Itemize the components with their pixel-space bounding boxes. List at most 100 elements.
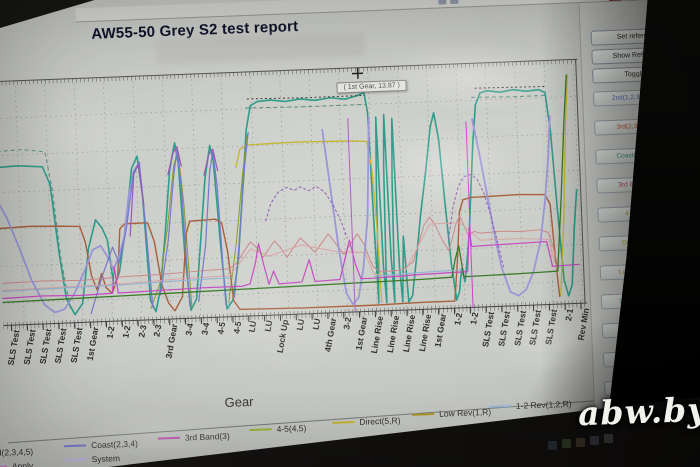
- series-yellow-direct: [234, 140, 383, 303]
- series-button-row: Direct(5,R): [598, 232, 700, 252]
- series-dark-plateau-dotted: [474, 85, 547, 89]
- legend-swatch: [157, 436, 180, 440]
- x-axis-tick-label: 3-4: [183, 322, 196, 337]
- series-button-row: 2nd(1,2,3,4,5): [592, 87, 700, 107]
- gridline-v: [308, 69, 319, 314]
- x-axis-tick-label: 1st Gear: [432, 312, 449, 348]
- series-toggle-button[interactable]: 4-5(4,5): [597, 204, 676, 223]
- series-button-row: [602, 348, 700, 368]
- series-toggle-button[interactable]: Low Rev(1,R): [599, 262, 679, 281]
- series-button-row: Low Rev(1,R): [599, 261, 700, 281]
- series-button-row: Coast(2,3,4): [595, 145, 700, 165]
- series-button-row: 4-5(4,5): [597, 203, 700, 223]
- show-reference-button[interactable]: Show Reference: [591, 46, 686, 65]
- series-magenta: [2, 227, 580, 300]
- x-axis-tick-label: Line Rise: [400, 313, 417, 353]
- x-axis-tick-label: 2-3: [136, 324, 148, 339]
- series-button-row: 3rd Band(3): [596, 174, 700, 194]
- x-axis-tick-label: 4th Gear: [322, 316, 338, 353]
- x-axis-tick-label: 2-1: [563, 307, 576, 322]
- window-icon: [438, 0, 447, 5]
- legend-label: 1-2 Rev(1,2,R): [515, 398, 572, 411]
- x-axis-tick-label: 1-2: [120, 324, 133, 339]
- x-axis-tick-label: SLS Test: [37, 327, 54, 365]
- series-lavender: [470, 115, 551, 297]
- legend-label: 2nd(2,3,4,5): [0, 446, 34, 459]
- series-options-button[interactable]: [679, 146, 694, 161]
- x-axis-tick-label: 3rd Gear: [163, 323, 180, 360]
- watermark: abw.by: [577, 389, 700, 434]
- series-options-button[interactable]: [683, 262, 699, 277]
- x-axis-tick-label: Line Rise: [416, 313, 433, 353]
- series-light-blue: [2, 277, 232, 292]
- x-axis-tick-label: SLS Test: [21, 328, 38, 366]
- legend-entry: Direct(5,R): [332, 415, 401, 428]
- x-axis-tick-label: 3-4: [199, 321, 212, 336]
- legend-swatch: [332, 421, 355, 424]
- marker-line: [347, 118, 356, 312]
- legend-entry: Apply: [0, 460, 33, 467]
- taskbar-icon: [576, 438, 585, 447]
- x-axis-tick-label: SLS Test: [5, 329, 22, 367]
- axis-top: [0, 58, 578, 83]
- series-toggle-button[interactable]: [601, 320, 681, 339]
- series-button-row: 1-2 Rev(1,2,R): [600, 290, 700, 310]
- series-options-button[interactable]: [686, 349, 700, 364]
- series-toggle-button[interactable]: 2nd(1,2,3,4,5): [592, 88, 672, 107]
- series-toggle-button[interactable]: Coast(2,3,4): [595, 146, 674, 165]
- marker-line: [465, 121, 474, 308]
- legend-swatch: [488, 405, 511, 408]
- series-reference-dashed: [245, 103, 366, 109]
- series-purple-tips: [203, 148, 219, 176]
- series-salmon-2: [2, 222, 559, 291]
- x-axis-tick-label: 4-5: [215, 321, 228, 336]
- series-options-button[interactable]: [682, 233, 697, 248]
- x-axis-tick-label: Rev Min: [575, 307, 591, 342]
- gridline-h: [2, 280, 587, 304]
- chart-area[interactable]: [0, 53, 588, 334]
- x-axis-tick-label: 1-2: [468, 311, 481, 326]
- series-toggle-button[interactable]: 1-2 Rev(1,2,R): [600, 291, 680, 310]
- legend-label: Coast(2,3,4): [90, 438, 139, 451]
- x-axis-tick-label: SLS Test: [68, 326, 85, 364]
- gridline-v: [484, 62, 495, 307]
- x-axis-tick-label: 1st Gear: [353, 315, 370, 352]
- legend-swatch: [249, 428, 272, 432]
- legend-label: Direct(5,R): [359, 415, 401, 427]
- series-toggle-button[interactable]: [602, 349, 682, 368]
- legend-label: 4-5(4,5): [276, 422, 307, 435]
- gridline-v: [396, 66, 407, 310]
- x-axis-tick-label: SLS Test: [480, 310, 496, 348]
- x-axis-tick-label: 1st Gear: [84, 326, 101, 362]
- series-toggle-button[interactable]: 3rd(2,3,4,5): [594, 117, 673, 136]
- crosshair-cursor-icon: [351, 67, 364, 79]
- gridline-v: [132, 76, 143, 321]
- legend-label: 3rd Band(3): [184, 430, 230, 443]
- gridline-h: [0, 132, 581, 156]
- series-lavender: [321, 117, 370, 305]
- x-axis-tick-label: 2-3: [151, 323, 164, 338]
- x-axis-tick-label: LU: [310, 317, 322, 331]
- series-light-blue: [373, 269, 462, 277]
- gridline-v: [220, 72, 231, 317]
- series-salmon-1: [1, 215, 559, 284]
- x-axis-tick-label: LU: [294, 318, 307, 332]
- series-options-button[interactable]: [680, 175, 695, 190]
- toggle-all-button[interactable]: Toggle all: [592, 65, 687, 84]
- set-reference-button[interactable]: Set reference: [590, 27, 686, 46]
- series-options-button[interactable]: [677, 117, 693, 132]
- series-options-button[interactable]: [681, 204, 696, 219]
- x-axis-tick-label: SLS Test: [527, 309, 544, 347]
- gridline-v: [14, 80, 25, 325]
- series-main-pressure: [0, 88, 578, 316]
- series-options-button[interactable]: [685, 320, 700, 335]
- legend-entry: 2nd(2,3,4,5): [0, 446, 33, 459]
- series-options-button[interactable]: [676, 88, 692, 103]
- series-toggle-button[interactable]: Direct(5,R): [598, 233, 677, 252]
- series-toggle-button[interactable]: 3rd Band(3): [596, 175, 675, 194]
- gridline-h: [0, 206, 584, 230]
- chart-svg[interactable]: [0, 53, 588, 334]
- series-options-button[interactable]: [684, 291, 700, 306]
- series-purple-tips: [167, 146, 183, 176]
